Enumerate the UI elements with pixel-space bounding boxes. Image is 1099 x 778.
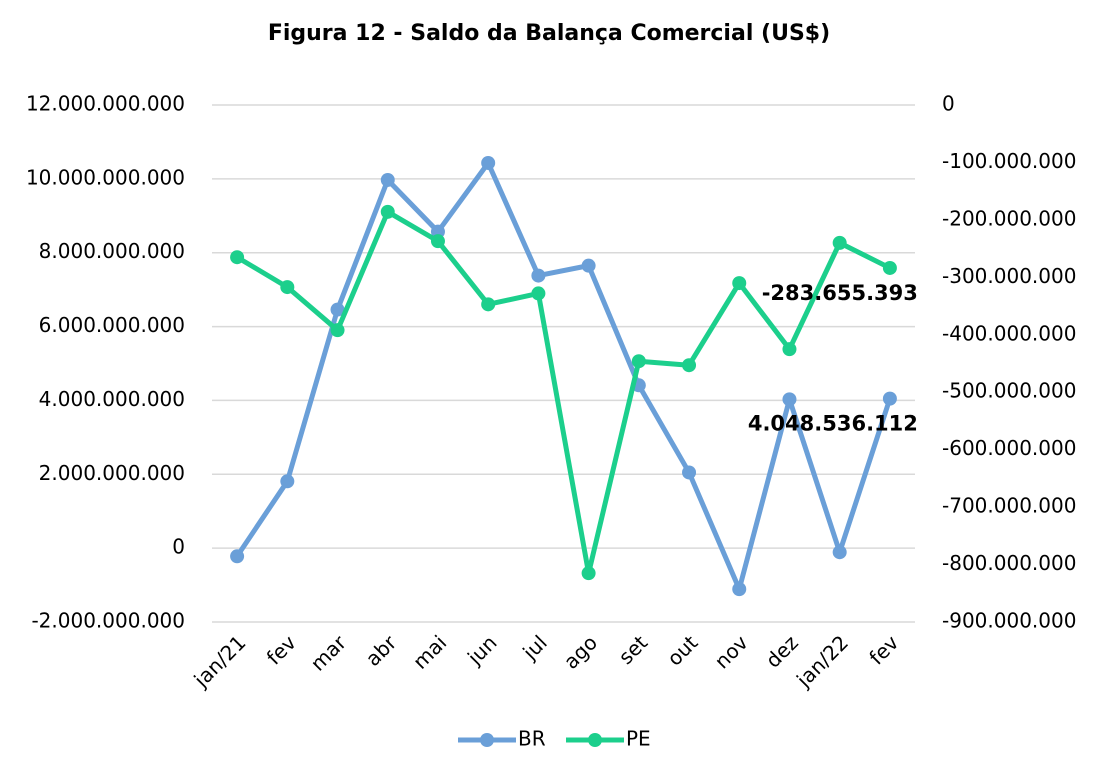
- series-line: [235, 160, 893, 592]
- y2-tick-label: -500.000.000: [942, 379, 1076, 403]
- point: [882, 260, 897, 275]
- y-tick-label: 4.000.000.000: [39, 387, 185, 411]
- y2-tick-label: -600.000.000: [942, 436, 1076, 460]
- point: [581, 258, 596, 273]
- point: [230, 250, 245, 265]
- point: [682, 358, 697, 373]
- y-tick-label: 6.000.000.000: [39, 313, 185, 337]
- legend-marker: [588, 733, 602, 747]
- legend-label: PE: [626, 727, 651, 751]
- point: [832, 545, 847, 560]
- point: [732, 276, 747, 291]
- point: [280, 474, 295, 489]
- y2-tick-label: -100.000.000: [942, 149, 1076, 173]
- y-tick-label: 0: [172, 535, 185, 559]
- y-tick-label: 10.000.000.000: [26, 165, 185, 189]
- point: [430, 234, 445, 249]
- y2-tick-label: -700.000.000: [942, 494, 1076, 518]
- data-label: -283.655.393: [762, 281, 918, 305]
- point: [631, 354, 646, 369]
- point: [732, 582, 747, 597]
- y-tick-label: 8.000.000.000: [39, 239, 185, 263]
- point: [682, 465, 697, 480]
- y-tick-label: -2.000.000.000: [31, 609, 185, 633]
- y-tick-label: 12.000.000.000: [26, 92, 185, 116]
- point: [330, 323, 345, 338]
- point: [882, 391, 897, 406]
- point: [782, 392, 797, 407]
- y2-tick-label: -800.000.000: [942, 551, 1076, 575]
- point: [230, 549, 245, 564]
- point: [531, 286, 546, 301]
- data-label: 4.048.536.112: [748, 412, 918, 436]
- point: [380, 204, 395, 219]
- legend-label: BR: [518, 727, 546, 751]
- y2-tick-label: -900.000.000: [942, 609, 1076, 633]
- y-tick-label: 2.000.000.000: [39, 461, 185, 485]
- y2-tick-label: -300.000.000: [942, 264, 1076, 288]
- series-line: [235, 209, 892, 576]
- point: [581, 566, 596, 581]
- point: [481, 155, 496, 170]
- legend-marker: [480, 733, 494, 747]
- point: [832, 235, 847, 250]
- chart-title: Figura 12 - Saldo da Balança Comercial (…: [268, 21, 830, 46]
- point: [330, 302, 345, 317]
- y2-tick-label: -400.000.000: [942, 321, 1076, 345]
- point: [280, 280, 295, 295]
- point: [531, 268, 546, 283]
- point: [380, 172, 395, 187]
- point: [782, 342, 797, 357]
- y2-tick-label: -200.000.000: [942, 206, 1076, 230]
- y2-tick-label: 0: [942, 92, 955, 116]
- point: [481, 297, 496, 312]
